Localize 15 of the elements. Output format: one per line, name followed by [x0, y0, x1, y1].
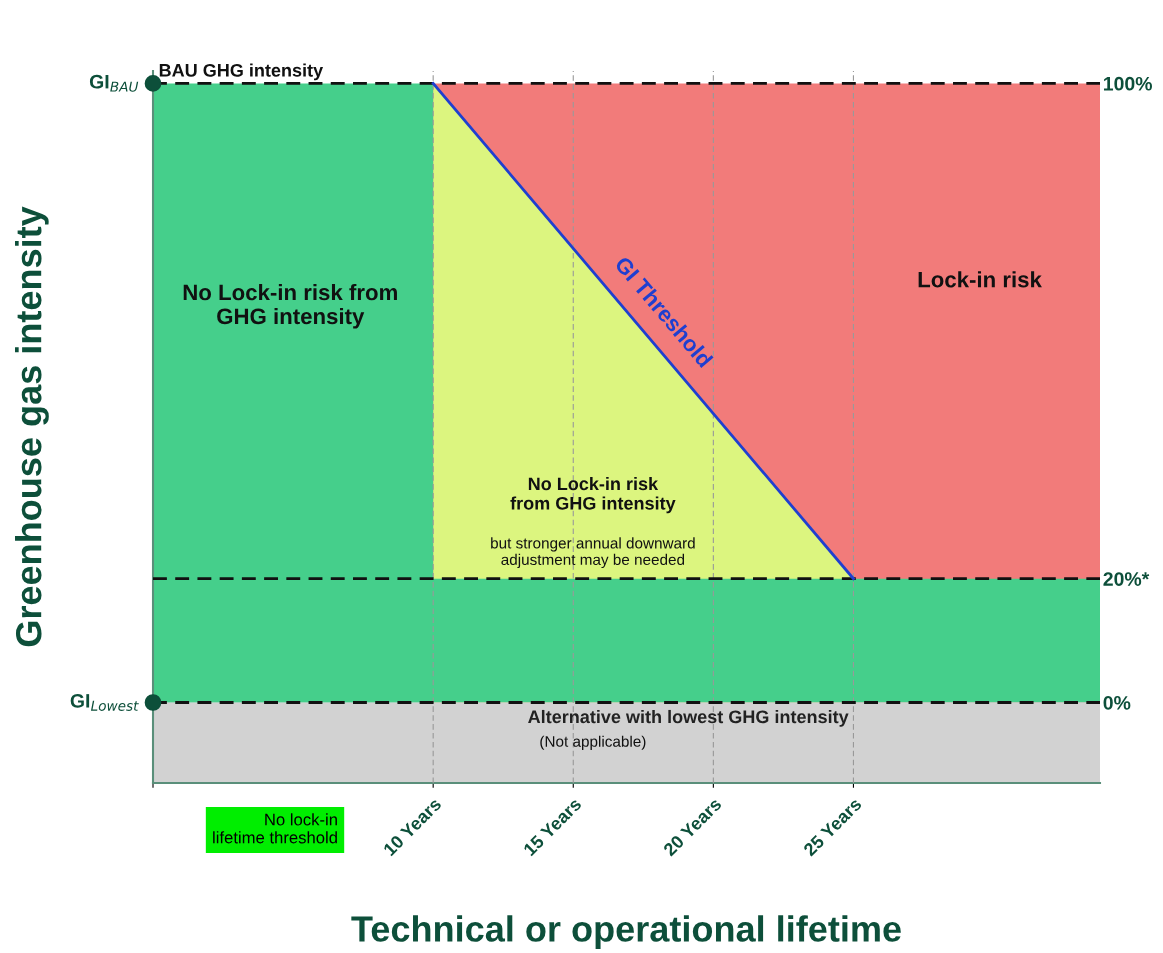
annotation: GI$_{BAU}$: [89, 74, 139, 92]
annotation: (Not applicable): [540, 735, 646, 750]
y-tick-label: 100%: [1104, 76, 1152, 91]
y-axis-title: Greenhouse gas intensity: [15, 206, 49, 647]
annotation: Lock-in risk: [918, 271, 1042, 288]
annotation: GI$_{Lowest}$: [70, 693, 139, 711]
annotation: No Lock-in risk from GHG intensity: [183, 283, 397, 329]
annotation: No Lock-in risk from GHG intensity: [510, 476, 676, 514]
y-tick-label: 20%*: [1103, 572, 1150, 586]
x-axis-title: Technical or operational lifetime: [351, 915, 901, 949]
text: No lock-in lifetime threshold: [213, 813, 337, 844]
ref-line-label: BAU GHG intensity: [159, 63, 324, 81]
annotation: but stronger annual downward adjustment may be needed: [491, 537, 695, 569]
y-tick-label: 0%: [1103, 695, 1131, 710]
band-label: Alternative with lowest GHG intensity: [528, 709, 849, 727]
